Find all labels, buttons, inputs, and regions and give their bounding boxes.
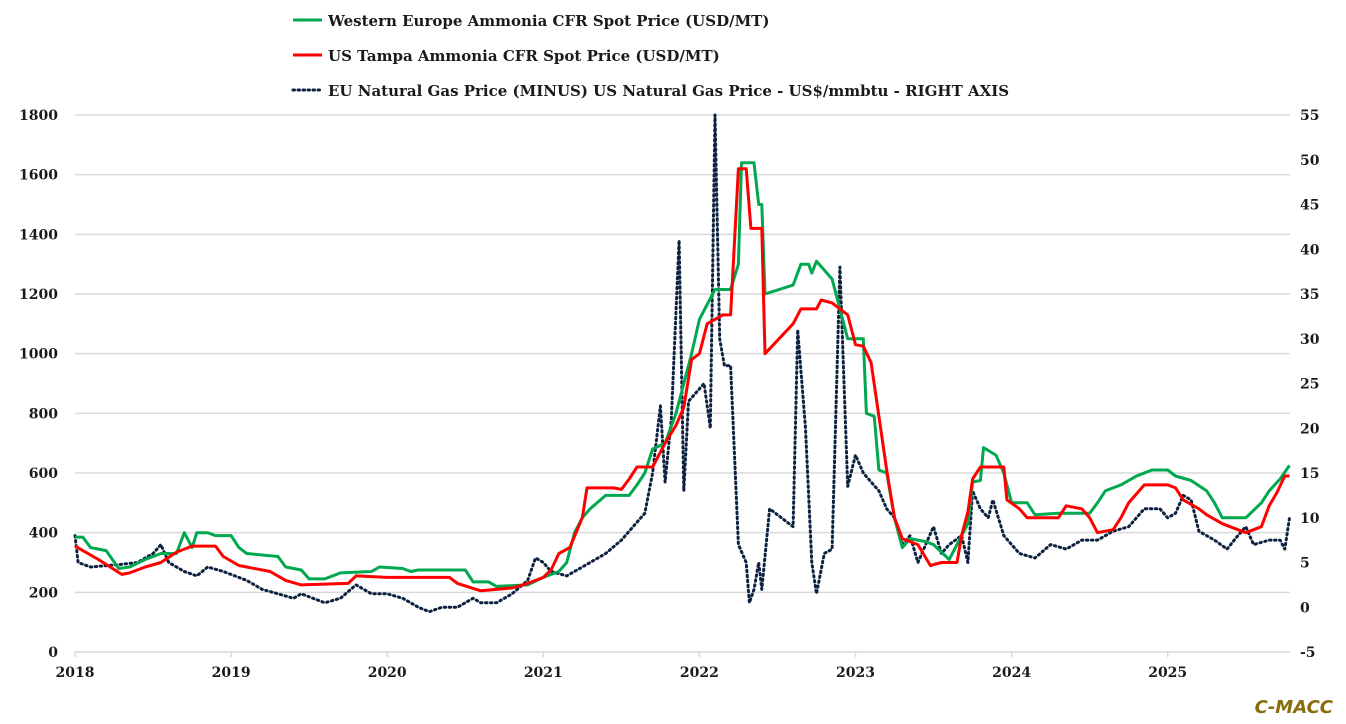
y-right-tick-label: 25 — [1300, 377, 1319, 393]
y-right-tick-label: 50 — [1300, 153, 1320, 169]
legend-label-us-tampa: US Tampa Ammonia CFR Spot Price (USD/MT) — [328, 47, 720, 65]
y-right-tick-label: 55 — [1300, 108, 1319, 124]
y-right-tick-label: 0 — [1300, 600, 1310, 616]
y-right-tick-label: 35 — [1300, 287, 1319, 303]
x-tick-label: 2022 — [680, 665, 719, 681]
x-tick-label: 2020 — [368, 665, 407, 681]
y-left-tick-label: 0 — [48, 645, 58, 661]
series-line-western-europe — [75, 161, 1291, 588]
legend-item-us-tampa: US Tampa Ammonia CFR Spot Price (USD/MT) — [293, 47, 720, 65]
x-tick-label: 2025 — [1148, 665, 1187, 681]
legend-label-gas-spread: EU Natural Gas Price (MINUS) US Natural … — [328, 82, 1009, 100]
y-axis-left: 0 200 400 600 800 1000 1200 1400 1600 1800 — [19, 108, 58, 661]
series-line-gas-spread — [73, 113, 1291, 614]
y-left-tick-label: 1400 — [19, 227, 58, 243]
y-left-tick-label: 1200 — [19, 287, 58, 303]
y-right-tick-label: 10 — [1300, 511, 1320, 527]
x-tick-label: 2018 — [56, 665, 95, 681]
y-right-tick-label: 45 — [1300, 198, 1319, 214]
series-lines — [73, 113, 1291, 614]
y-left-tick-label: 1600 — [19, 168, 58, 184]
x-tick-label: 2019 — [212, 665, 251, 681]
y-right-tick-label: 30 — [1300, 332, 1320, 348]
y-right-tick-label: -5 — [1300, 645, 1316, 661]
y-right-tick-label: 5 — [1300, 556, 1310, 572]
y-left-tick-label: 800 — [29, 406, 58, 422]
series-line-us-tampa — [74, 167, 1290, 593]
y-right-tick-label: 20 — [1300, 421, 1320, 437]
y-left-tick-label: 1000 — [19, 347, 58, 363]
x-tick-label: 2023 — [836, 665, 875, 681]
legend-label-western-europe: Western Europe Ammonia CFR Spot Price (U… — [327, 12, 769, 30]
y-left-tick-label: 400 — [29, 526, 58, 542]
y-right-tick-label: 15 — [1300, 466, 1319, 482]
y-left-tick-label: 1800 — [19, 108, 58, 124]
y-right-tick-label: 40 — [1300, 242, 1320, 258]
x-axis: 2018 2019 2020 2021 2022 2023 2024 2025 — [56, 652, 1187, 681]
y-axis-right: -5 0 5 10 15 20 25 30 35 40 45 50 55 — [1300, 108, 1320, 661]
legend: Western Europe Ammonia CFR Spot Price (U… — [291, 12, 1009, 100]
y-left-tick-label: 200 — [29, 585, 58, 601]
brand-watermark: C-MACC — [1255, 697, 1334, 718]
legend-item-gas-spread: EU Natural Gas Price (MINUS) US Natural … — [291, 82, 1009, 100]
x-tick-label: 2024 — [992, 665, 1031, 681]
x-tick-label: 2021 — [524, 665, 563, 681]
y-left-tick-label: 600 — [29, 466, 58, 482]
legend-item-western-europe: Western Europe Ammonia CFR Spot Price (U… — [293, 12, 769, 30]
